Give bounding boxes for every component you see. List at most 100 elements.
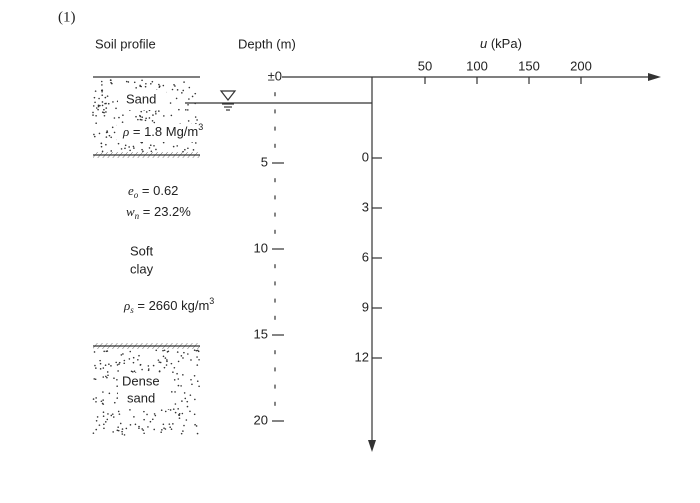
dot (178, 108, 180, 111)
dot (186, 400, 189, 403)
dot (165, 364, 168, 366)
dot (166, 359, 168, 361)
dot (177, 360, 180, 363)
dot (106, 371, 109, 373)
dot (107, 413, 109, 415)
dot (116, 385, 118, 387)
dot (182, 89, 185, 92)
dot (143, 410, 145, 413)
dot (190, 359, 192, 361)
dot (194, 398, 196, 401)
dot (95, 367, 97, 369)
dot (104, 96, 107, 99)
dot (121, 428, 124, 430)
dot (176, 372, 178, 375)
dot (116, 364, 119, 366)
label-bg (118, 90, 166, 110)
sub: n (135, 211, 140, 221)
dot (123, 362, 126, 365)
dot (129, 350, 132, 353)
dot (135, 115, 137, 118)
dot (102, 391, 104, 393)
dot (195, 349, 198, 352)
dot (99, 368, 102, 370)
depth-tick-label: ±0 (268, 68, 282, 83)
dot (193, 349, 196, 351)
dot (95, 400, 97, 403)
dot (184, 397, 187, 400)
header-depth: Depth (m) (238, 36, 296, 51)
dot (103, 108, 105, 111)
dense-sand-label: sand (127, 390, 155, 405)
dot (98, 424, 101, 426)
dot (187, 147, 189, 150)
dot (125, 427, 128, 430)
dot (129, 409, 131, 411)
dot (166, 351, 169, 353)
dot (155, 349, 158, 352)
dot (124, 144, 127, 147)
dot (178, 417, 181, 419)
dot (176, 351, 179, 353)
dot (148, 147, 151, 149)
dot (195, 142, 197, 144)
dot (98, 132, 101, 135)
dot (113, 131, 116, 134)
dot (145, 111, 148, 113)
dot (98, 97, 100, 100)
dot (164, 428, 167, 430)
dot (104, 102, 106, 105)
dot (132, 145, 135, 148)
dot (162, 423, 165, 426)
dot (117, 426, 119, 428)
dot (182, 374, 184, 376)
dot (176, 89, 179, 91)
dot (129, 149, 131, 152)
label-bg (118, 373, 170, 409)
water-content: wn = 23.2% (126, 204, 191, 221)
dot (112, 101, 114, 103)
dot (103, 114, 106, 117)
dot (106, 418, 109, 421)
dot (148, 117, 151, 119)
dot (106, 376, 108, 379)
dot (113, 377, 115, 379)
symbol: e (128, 183, 134, 198)
dot (170, 391, 173, 393)
dot (182, 357, 184, 359)
dot (142, 150, 144, 153)
dot (139, 114, 141, 117)
clay-label: clay (130, 261, 154, 276)
dot (153, 428, 156, 431)
dot (166, 360, 168, 363)
dot (194, 423, 196, 426)
dot (196, 364, 199, 366)
dot (103, 427, 105, 430)
dot (170, 362, 173, 365)
dot (102, 415, 105, 418)
dot (110, 81, 112, 84)
sup: 3 (198, 122, 203, 132)
dot (133, 147, 135, 149)
dot (162, 141, 165, 144)
dot (183, 351, 185, 354)
dot (193, 413, 196, 416)
dot (189, 410, 191, 413)
dot (147, 365, 150, 367)
dot (125, 80, 128, 83)
dot (127, 81, 130, 83)
dot (155, 148, 157, 151)
dot (132, 361, 135, 364)
dot (141, 148, 143, 151)
dot (112, 416, 115, 418)
sup: 3 (209, 296, 214, 306)
void-ratio: eo = 0.62 (128, 183, 178, 200)
dot (100, 80, 103, 83)
dot (121, 121, 124, 123)
water-symbol (219, 90, 237, 101)
dot (144, 85, 147, 88)
dot (124, 147, 126, 150)
dot (163, 427, 165, 429)
dot (158, 110, 160, 112)
dot (105, 350, 108, 353)
